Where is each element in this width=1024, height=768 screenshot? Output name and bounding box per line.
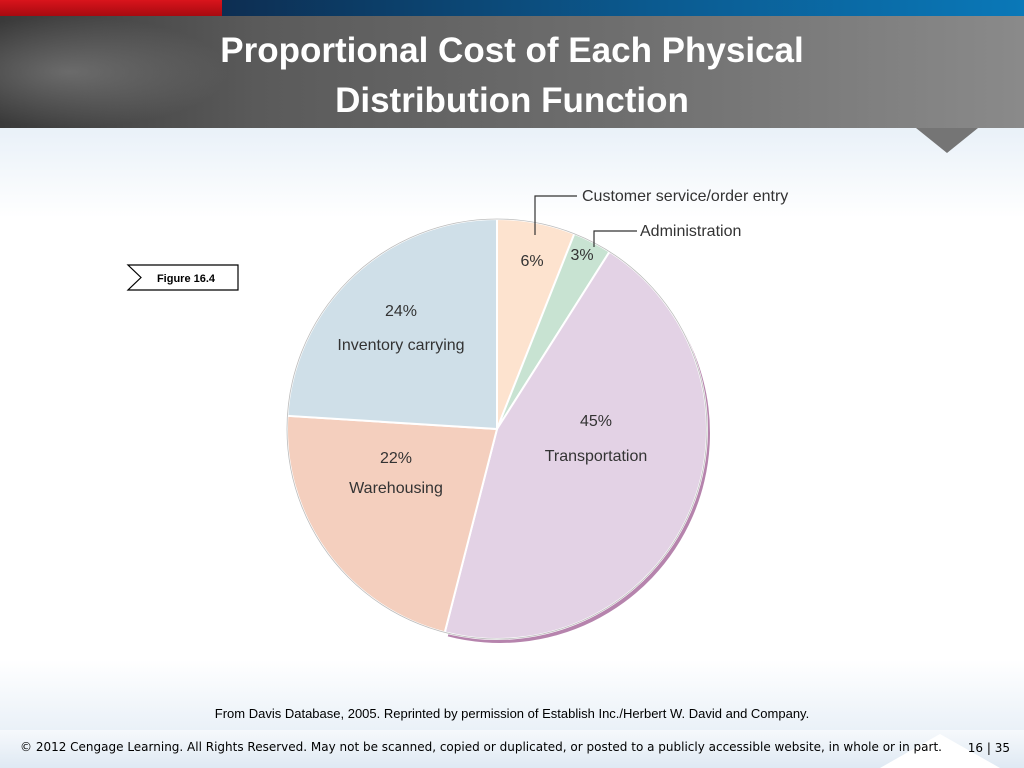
title-glow bbox=[0, 16, 230, 128]
figure-tag-box bbox=[126, 264, 239, 291]
pct-label-administration: 3% bbox=[570, 247, 593, 264]
category-label-inventory-carrying: Inventory carrying bbox=[337, 337, 464, 354]
page-number: 16 | 35 bbox=[968, 741, 1010, 755]
page-separator: | bbox=[986, 741, 991, 755]
footer-bar bbox=[0, 730, 1024, 768]
pct-label-transportation: 45% bbox=[580, 413, 612, 430]
category-label-transportation: Transportation bbox=[545, 448, 648, 465]
figure-tag: Figure 16.4 bbox=[126, 264, 239, 291]
pie-chart bbox=[286, 217, 708, 640]
footer-corner-wedge bbox=[880, 734, 1000, 768]
slide-title-line-1: Proportional Cost of Each Physical bbox=[220, 31, 804, 70]
page-current: 16 bbox=[967, 741, 984, 755]
figure-label: Figure 16.4 bbox=[157, 273, 216, 285]
source-note: From Davis Database, 2005. Reprinted by … bbox=[214, 706, 810, 721]
top-accent-bar-red bbox=[0, 0, 222, 16]
slide-title: Proportional Cost of Each Physical Distr… bbox=[0, 26, 1024, 126]
footer-fade bbox=[0, 660, 1024, 730]
content-top-fade bbox=[0, 128, 1024, 218]
pct-label-customer-service-order-entry: 6% bbox=[520, 253, 543, 270]
top-accent-bar-blue bbox=[222, 0, 1024, 16]
pct-label-warehousing: 22% bbox=[380, 450, 412, 467]
pct-label-inventory-carrying: 24% bbox=[385, 303, 417, 320]
category-label-customer-service-order-entry: Customer service/order entry bbox=[582, 188, 788, 205]
copyright-text: © 2012 Cengage Learning. All Rights Rese… bbox=[20, 740, 942, 754]
page-total: 35 bbox=[994, 741, 1010, 755]
slide-title-line-2: Distribution Function bbox=[335, 81, 689, 120]
category-label-warehousing: Warehousing bbox=[349, 480, 443, 497]
pie-slice-inventory-carrying bbox=[286, 217, 498, 431]
header-notch bbox=[916, 128, 978, 153]
pie-outline bbox=[286, 218, 708, 640]
category-label-administration: Administration bbox=[640, 223, 741, 240]
pie-labels: 6% Customer service/order entry 3% Administ… bbox=[337, 188, 788, 497]
leader-line-administration bbox=[593, 230, 637, 247]
leader-line-customer-service-order-entry bbox=[534, 195, 577, 235]
